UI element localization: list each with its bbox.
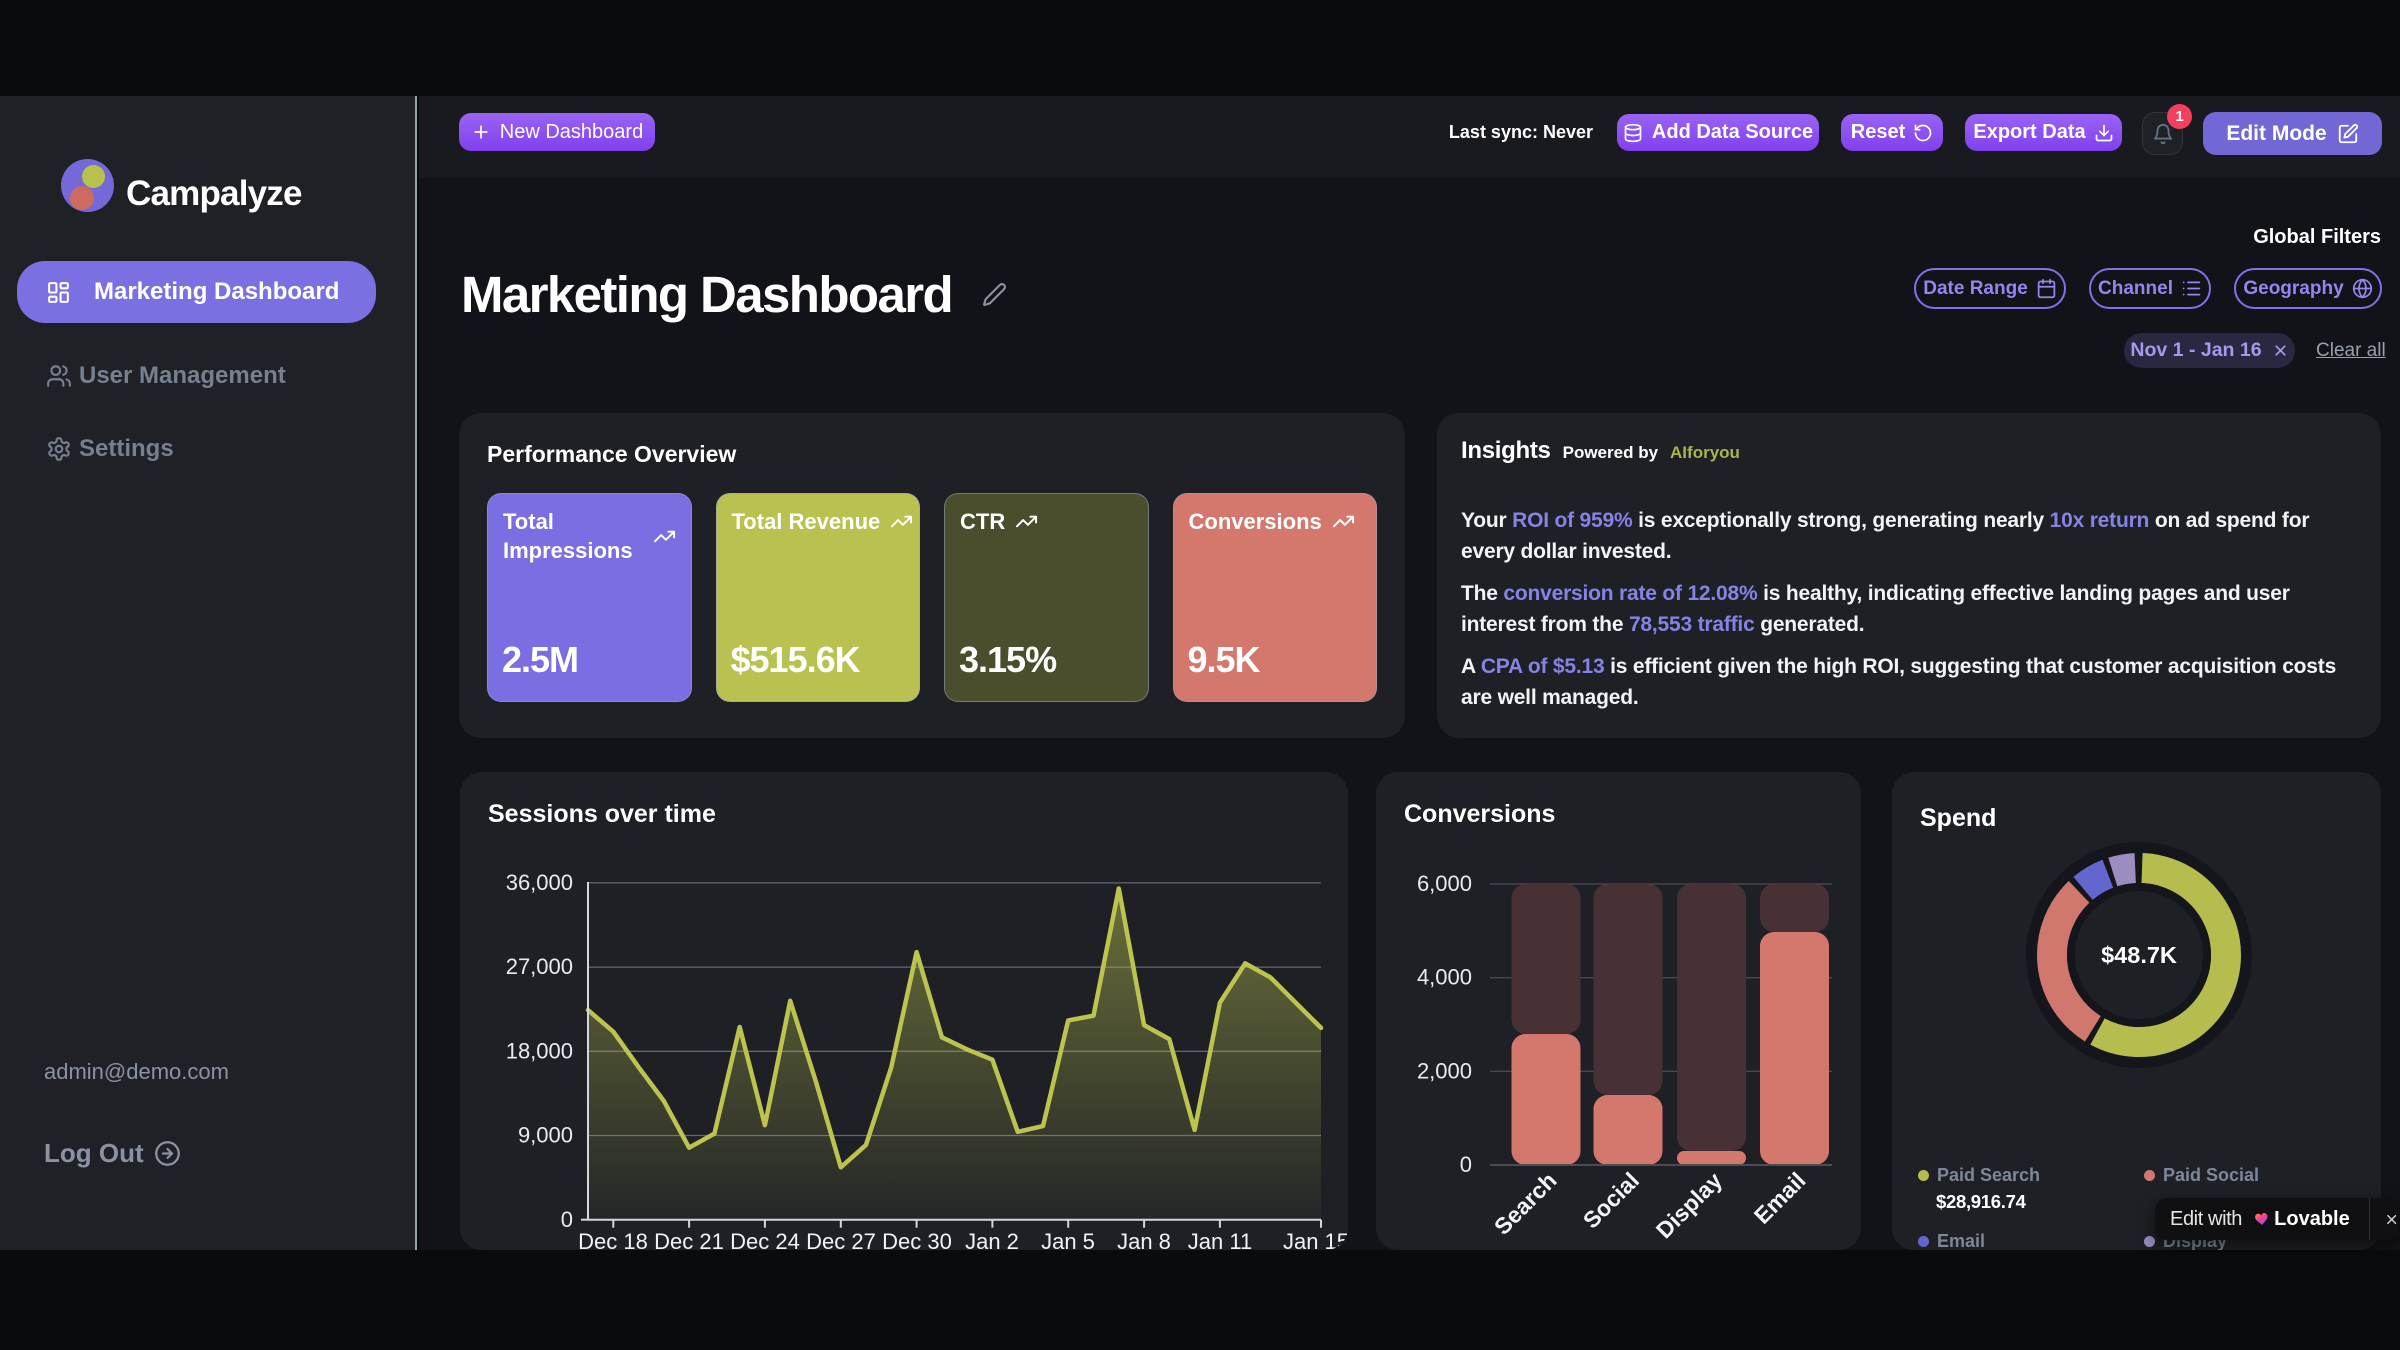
svg-text:Jan 8: Jan 8 bbox=[1117, 1229, 1171, 1250]
svg-text:Jan 2: Jan 2 bbox=[965, 1229, 1019, 1250]
svg-text:9,000: 9,000 bbox=[518, 1123, 573, 1148]
svg-text:6,000: 6,000 bbox=[1417, 871, 1472, 896]
svg-text:2,000: 2,000 bbox=[1417, 1058, 1472, 1083]
svg-text:Dec 21: Dec 21 bbox=[654, 1229, 724, 1250]
svg-text:0: 0 bbox=[561, 1207, 573, 1232]
svg-text:Email: Email bbox=[1749, 1167, 1811, 1229]
svg-text:36,000: 36,000 bbox=[506, 870, 573, 895]
svg-text:27,000: 27,000 bbox=[506, 954, 573, 979]
svg-text:Dec 18: Dec 18 bbox=[578, 1229, 648, 1250]
svg-text:18,000: 18,000 bbox=[506, 1038, 573, 1063]
svg-text:Social: Social bbox=[1578, 1167, 1644, 1233]
svg-text:Display: Display bbox=[1651, 1167, 1727, 1243]
svg-text:Jan 11: Jan 11 bbox=[1188, 1229, 1252, 1250]
svg-text:$48.7K: $48.7K bbox=[2101, 942, 2177, 968]
svg-text:Dec 30: Dec 30 bbox=[882, 1229, 952, 1250]
svg-text:0: 0 bbox=[1460, 1152, 1472, 1177]
svg-text:Jan 5: Jan 5 bbox=[1041, 1229, 1095, 1250]
svg-text:4,000: 4,000 bbox=[1417, 965, 1472, 990]
svg-text:Dec 24: Dec 24 bbox=[730, 1229, 800, 1250]
svg-text:Dec 27: Dec 27 bbox=[806, 1229, 876, 1250]
svg-text:Search: Search bbox=[1489, 1167, 1562, 1240]
svg-text:Jan 15: Jan 15 bbox=[1283, 1229, 1348, 1250]
